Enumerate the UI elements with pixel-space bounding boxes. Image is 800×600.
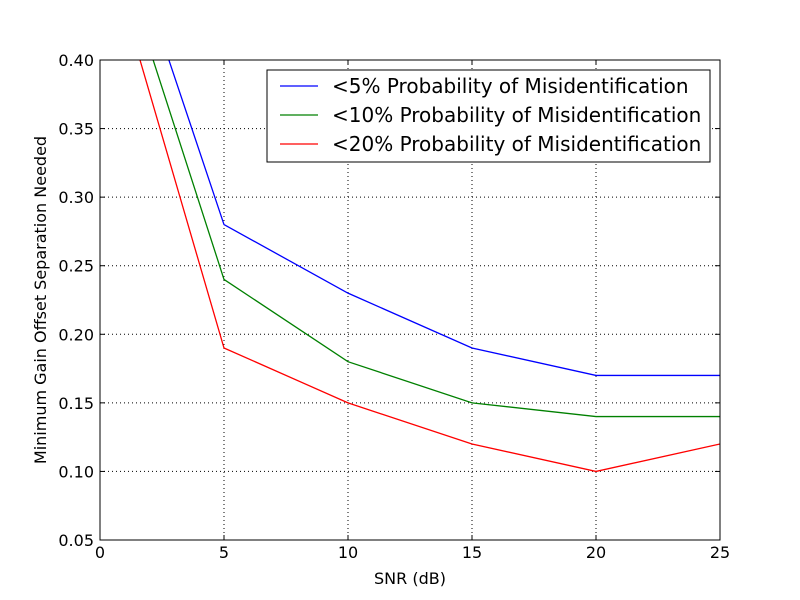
y-tick-label: 0.10 (58, 462, 94, 481)
series-lines (139, 60, 720, 473)
y-tick-label: 0.25 (58, 257, 94, 276)
y-tick-label: 0.15 (58, 394, 94, 413)
legend-label-2: <10% Probability of Misidentification (332, 103, 701, 127)
legend-label-1: <5% Probability of Misidentification (332, 74, 689, 98)
legend-label-3: <20% Probability of Misidentification (332, 132, 701, 156)
series-line-1 (168, 60, 720, 377)
y-tick-label: 0.35 (58, 120, 94, 139)
x-tick-label: 25 (710, 543, 730, 562)
y-tick-label: 0.20 (58, 325, 94, 344)
x-axis-title: SNR (dB) (374, 569, 446, 588)
y-tick-label: 0.05 (58, 531, 94, 550)
y-axis-title: Minimum Gain Offset Separation Needed (31, 136, 50, 464)
plot-frame (99, 59, 721, 541)
ticks (99, 59, 721, 541)
x-tick-label: 0 (95, 543, 105, 562)
legend: <5% Probability of Misidentification <10%… (266, 69, 711, 163)
tick-labels: 0 5 10 15 20 25 0.05 0.10 0.15 0.20 0.25 0.30 0.35 0.… (58, 51, 730, 562)
series-line-3 (139, 60, 720, 473)
series-line-2 (152, 60, 720, 418)
x-tick-label: 10 (338, 543, 358, 562)
x-tick-label: 5 (219, 543, 229, 562)
y-tick-label: 0.30 (58, 188, 94, 207)
x-tick-label: 15 (462, 543, 482, 562)
x-tick-label: 20 (586, 543, 606, 562)
legend-box (266, 69, 711, 163)
y-tick-label: 0.40 (58, 51, 94, 70)
